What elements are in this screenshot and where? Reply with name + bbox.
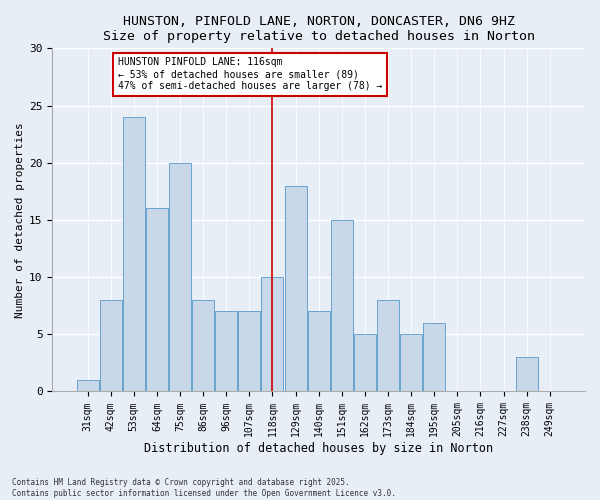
Bar [100,300,122,392]
Bar [123,117,145,392]
Bar [169,162,191,392]
Bar [354,334,376,392]
Bar [308,312,329,392]
Bar [423,323,445,392]
Bar [377,300,399,392]
Bar [284,186,307,392]
Bar [516,357,538,392]
Title: HUNSTON, PINFOLD LANE, NORTON, DONCASTER, DN6 9HZ
Size of property relative to d: HUNSTON, PINFOLD LANE, NORTON, DONCASTER… [103,15,535,43]
Text: Contains HM Land Registry data © Crown copyright and database right 2025.
Contai: Contains HM Land Registry data © Crown c… [12,478,396,498]
Bar [192,300,214,392]
Bar [238,312,260,392]
Bar [146,208,168,392]
Bar [400,334,422,392]
Text: HUNSTON PINFOLD LANE: 116sqm
← 53% of detached houses are smaller (89)
47% of se: HUNSTON PINFOLD LANE: 116sqm ← 53% of de… [118,58,382,90]
Bar [215,312,237,392]
Bar [262,277,283,392]
Y-axis label: Number of detached properties: Number of detached properties [15,122,25,318]
Bar [77,380,98,392]
Bar [331,220,353,392]
X-axis label: Distribution of detached houses by size in Norton: Distribution of detached houses by size … [144,442,493,455]
